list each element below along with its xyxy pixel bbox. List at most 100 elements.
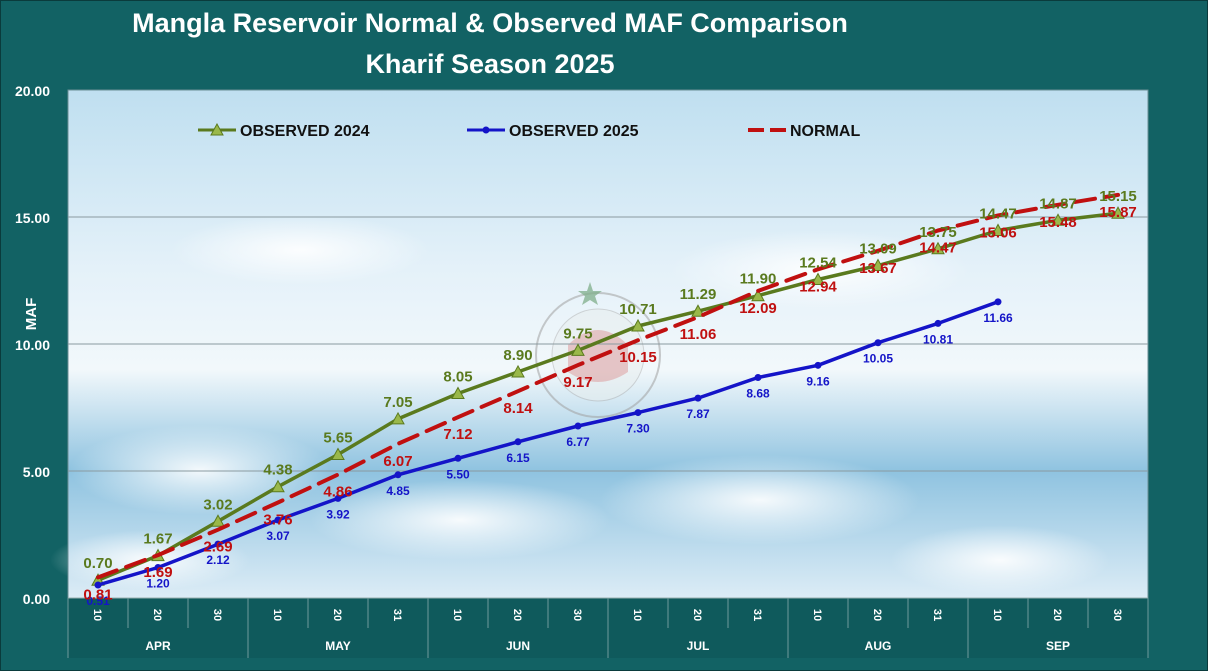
data-label: 13.75 bbox=[919, 224, 957, 241]
month-label: SEP bbox=[1046, 639, 1070, 653]
data-label: 4.38 bbox=[263, 462, 292, 479]
data-point-marker bbox=[691, 304, 705, 317]
x-tick-label: 31 bbox=[391, 609, 403, 621]
x-tick-label: 10 bbox=[271, 609, 283, 621]
data-label: 7.05 bbox=[383, 394, 412, 411]
data-label: 8.68 bbox=[746, 387, 770, 401]
data-point-marker bbox=[1051, 213, 1065, 226]
data-point-marker bbox=[994, 298, 1002, 306]
series-line-normal bbox=[96, 192, 1120, 580]
data-label: 6.15 bbox=[506, 451, 530, 465]
data-point-marker bbox=[571, 343, 585, 356]
data-point-marker bbox=[574, 422, 582, 430]
month-label: JUN bbox=[506, 639, 530, 653]
data-label: 6.77 bbox=[566, 435, 590, 449]
legend-item: OBSERVED 2024 bbox=[198, 122, 370, 140]
data-label: 15.06 bbox=[979, 224, 1017, 241]
data-point-marker bbox=[751, 288, 765, 302]
data-label: 11.90 bbox=[740, 271, 777, 288]
data-point-marker bbox=[811, 272, 825, 285]
data-point-marker bbox=[871, 258, 885, 272]
data-point-marker bbox=[754, 374, 762, 382]
data-point-marker bbox=[334, 494, 342, 502]
data-point-marker bbox=[271, 479, 285, 493]
data-point-marker bbox=[451, 386, 465, 400]
y-tick-label: 10.00 bbox=[15, 337, 50, 353]
data-point-marker bbox=[274, 516, 282, 524]
data-point-marker bbox=[631, 318, 645, 332]
data-label: 2.12 bbox=[206, 553, 230, 567]
data-point-marker bbox=[991, 223, 1005, 236]
data-label: 5.65 bbox=[323, 429, 352, 446]
y-tick-label: 15.00 bbox=[15, 210, 50, 226]
data-label: 5.50 bbox=[446, 467, 470, 481]
data-point-marker bbox=[211, 514, 225, 527]
data-label: 4.86 bbox=[323, 484, 352, 501]
data-point-marker bbox=[391, 411, 405, 425]
data-point-marker bbox=[634, 409, 642, 417]
legend-triangle-icon bbox=[210, 122, 224, 136]
data-label: 14.47 bbox=[919, 239, 957, 256]
data-label: 0.70 bbox=[83, 555, 112, 572]
cloud-shape bbox=[600, 455, 920, 545]
data-label: 11.29 bbox=[680, 286, 717, 303]
data-point-marker bbox=[931, 241, 945, 255]
data-label: 9.17 bbox=[563, 374, 592, 391]
legend-label: OBSERVED 2024 bbox=[240, 123, 370, 140]
data-label: 1.67 bbox=[143, 531, 172, 548]
series-layer: 0.70 1.67 3.02 4.38 5.65 7.05 8.05 8.90 9.75 10.7… bbox=[83, 188, 1136, 608]
series-line-observed-2024 bbox=[96, 211, 1120, 582]
data-label: 7.12 bbox=[443, 426, 472, 443]
data-point-marker bbox=[454, 454, 462, 462]
legend-label: OBSERVED 2025 bbox=[509, 123, 639, 140]
x-tick-label: 20 bbox=[691, 609, 703, 621]
data-label: 14.47 bbox=[979, 205, 1017, 222]
legend: OBSERVED 2024 OBSERVED 2025 NORMAL bbox=[198, 122, 860, 140]
data-label: 0.51 bbox=[86, 594, 110, 608]
data-label: 0.81 bbox=[83, 586, 112, 603]
data-label: 8.05 bbox=[443, 369, 472, 386]
data-label: 2.69 bbox=[203, 539, 232, 556]
gridlines bbox=[68, 216, 1148, 472]
watermark-star bbox=[578, 282, 602, 305]
x-tick-label: 20 bbox=[1051, 609, 1063, 621]
x-tick-label: 10 bbox=[991, 609, 1003, 621]
data-point-marker bbox=[814, 361, 822, 369]
x-tick-label: 10 bbox=[91, 609, 103, 621]
data-label: 13.67 bbox=[859, 260, 897, 277]
data-label: 7.30 bbox=[626, 422, 650, 436]
data-label: 3.76 bbox=[263, 511, 292, 528]
month-label: AUG bbox=[865, 639, 892, 653]
x-tick-label: 31 bbox=[931, 609, 943, 621]
data-point-marker bbox=[154, 564, 162, 572]
data-label: 15.48 bbox=[1039, 214, 1077, 231]
data-point-marker bbox=[394, 471, 402, 479]
legend-circle-icon bbox=[482, 126, 490, 134]
x-tick-label: 31 bbox=[751, 609, 763, 621]
data-label: 4.85 bbox=[386, 484, 410, 498]
data-label: 9.16 bbox=[806, 374, 830, 388]
data-label: 1.69 bbox=[143, 564, 172, 581]
cloud-shape bbox=[310, 480, 610, 560]
data-label: 12.09 bbox=[739, 300, 777, 317]
data-point-marker bbox=[934, 319, 942, 327]
x-axis: 10 20 30 10 20 31 10 20 30 10 20 31 10 20 31 10 20 30 APR M… bbox=[67, 597, 1149, 658]
data-label: 9.75 bbox=[563, 325, 592, 342]
x-tick-label: 20 bbox=[511, 609, 523, 621]
data-label: 10.15 bbox=[619, 349, 657, 366]
data-label: 8.90 bbox=[503, 347, 532, 364]
chart-title: Mangla Reservoir Normal & Observed MAF C… bbox=[132, 8, 848, 38]
data-point-marker bbox=[214, 540, 222, 548]
month-label: JUL bbox=[687, 639, 710, 653]
data-point-marker bbox=[694, 394, 702, 402]
x-tick-label: 30 bbox=[211, 609, 223, 621]
month-label: APR bbox=[145, 639, 171, 653]
data-point-marker bbox=[874, 339, 882, 347]
data-label: 13.09 bbox=[859, 241, 897, 258]
data-point-marker bbox=[511, 364, 525, 378]
data-label: 11.66 bbox=[983, 311, 1013, 325]
legend-item: OBSERVED 2025 bbox=[467, 123, 639, 140]
x-tick-label: 20 bbox=[331, 609, 343, 621]
data-label: 15.15 bbox=[1099, 188, 1137, 205]
